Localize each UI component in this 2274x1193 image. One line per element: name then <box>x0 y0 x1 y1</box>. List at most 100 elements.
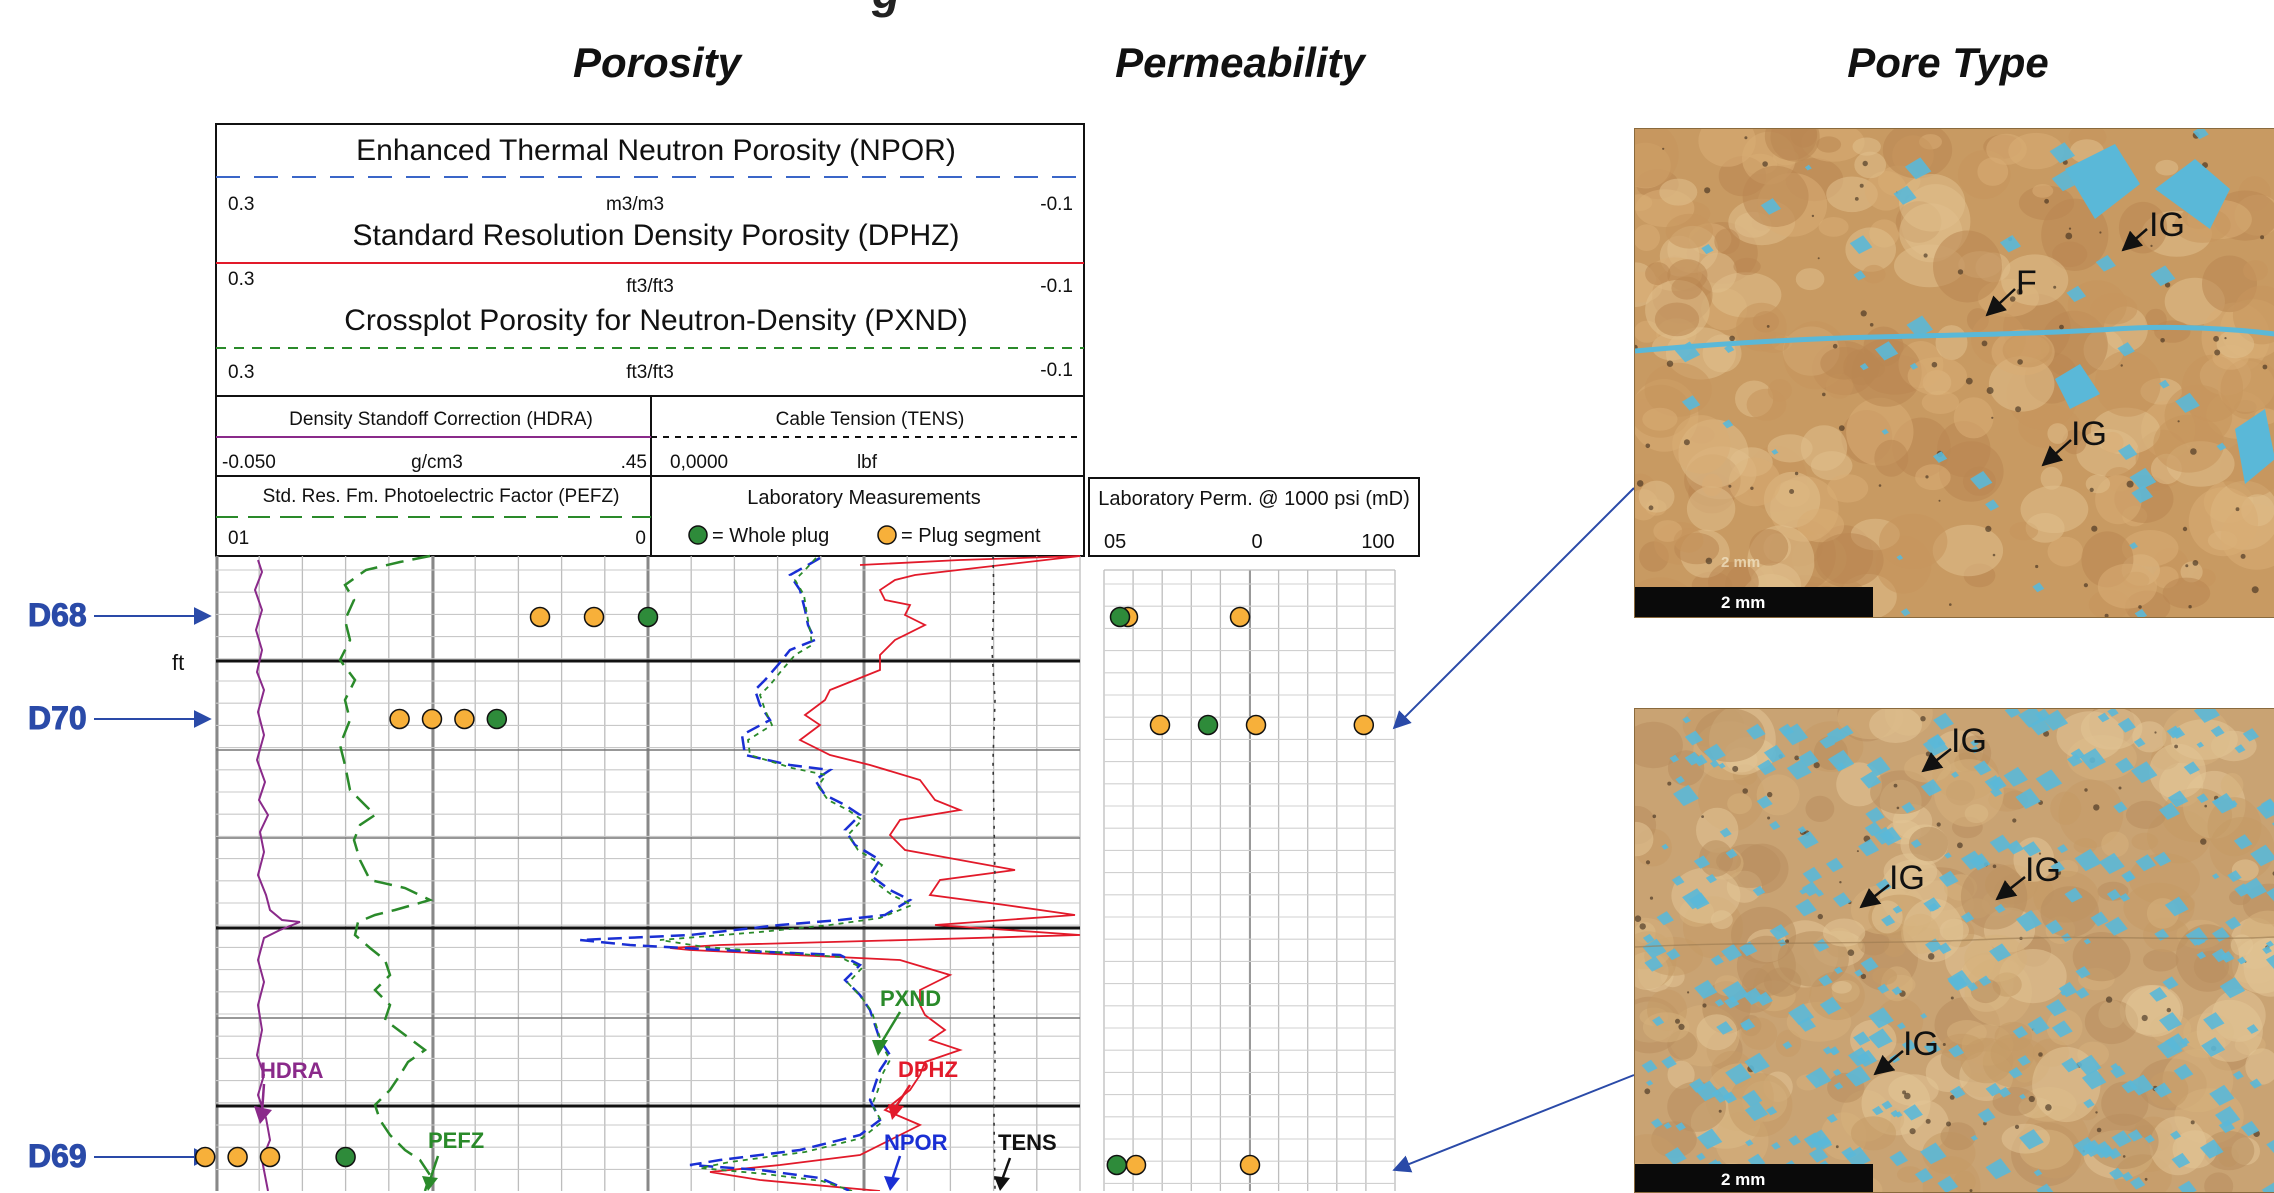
grain <box>2021 486 2089 533</box>
grain-speck <box>2213 336 2219 342</box>
grain-speck <box>1789 489 1794 494</box>
grain-speck <box>2260 235 2264 239</box>
grain-speck <box>1767 792 1772 797</box>
grain-speck <box>1646 444 1651 449</box>
grain-speck <box>1706 558 1713 565</box>
grain-speck <box>1794 756 1799 761</box>
label-pxnd: PXND <box>880 986 941 1011</box>
grain-speck <box>1932 362 1938 368</box>
grain <box>2126 801 2166 829</box>
grain-speck <box>2015 1125 2019 1129</box>
grain-speck <box>2095 1111 2097 1113</box>
curve-annotations: PXND DPHZ NPOR TENS HDRA PEFZ <box>254 986 1057 1191</box>
grain <box>1862 265 1885 284</box>
grain-speck <box>1904 1093 1911 1100</box>
grain-speck <box>1640 923 1646 929</box>
legend-plug-segment: = Plug segment <box>901 525 1041 547</box>
grain-speck <box>2263 365 2268 370</box>
grain-speck <box>1861 310 1867 316</box>
grain-speck <box>1910 1128 1916 1134</box>
grain-speck <box>2097 1128 2102 1133</box>
grain <box>1820 347 1869 380</box>
perm-grid <box>1104 570 1395 1191</box>
grain-speck <box>2084 583 2088 587</box>
grain-speck <box>1653 815 1657 819</box>
pxnd-title: Crossplot Porosity for Neutron-Density (… <box>344 304 968 337</box>
grain-speck <box>1728 485 1731 488</box>
grain-speck <box>1649 505 1654 510</box>
grain <box>1727 793 1752 814</box>
npor-left: 0.3 <box>228 194 254 215</box>
grain-speck <box>2167 1008 2171 1012</box>
grain <box>1814 533 1884 588</box>
grain-speck <box>2084 788 2087 791</box>
grain-speck <box>2106 996 2112 1002</box>
heading-porosity: Porosity <box>573 39 744 86</box>
grain-speck <box>1943 1043 1946 1046</box>
pxnd-curve <box>660 558 912 1191</box>
perm-tick-1: 0 <box>1251 531 1262 553</box>
micro-top-label-0: IG <box>2149 206 2185 244</box>
grain <box>2171 719 2238 760</box>
lab-point-plug-segment <box>390 710 409 729</box>
sample-d68: D68 <box>28 597 87 633</box>
grain-speck <box>2119 787 2122 790</box>
micro-top-scale: 2 mm <box>1721 593 1765 612</box>
grain <box>1674 528 1704 552</box>
legend-plug-segment-marker <box>878 526 896 544</box>
perm-tick-2: 100 <box>1361 531 1394 553</box>
grain <box>1832 981 1852 994</box>
pefz-title: Std. Res. Fm. Photoelectric Factor (PEFZ… <box>263 486 620 507</box>
label-hdra: HDRA <box>260 1058 324 1083</box>
grain <box>1702 474 1723 496</box>
label-tens: TENS <box>998 1130 1057 1155</box>
grain <box>1854 152 1886 179</box>
micrograph-top: IG F IG 2 mm 2 mm <box>1634 128 2274 618</box>
grain-speck <box>1662 148 1664 150</box>
grain <box>1940 919 1969 942</box>
grain <box>2101 832 2129 858</box>
grain-speck <box>1667 782 1671 786</box>
grain-speck <box>2154 731 2156 733</box>
perm-point-whole-plug <box>1111 608 1130 627</box>
grain <box>2154 320 2190 342</box>
grain-speck <box>2017 359 2023 365</box>
grain-speck <box>1897 807 1900 810</box>
grain-speck <box>2160 338 2165 343</box>
grain <box>2047 423 2068 444</box>
micrograph-connectors <box>1394 488 1634 1170</box>
grain <box>2095 351 2161 417</box>
grain-speck <box>2038 1052 2043 1057</box>
grain <box>1768 434 1813 462</box>
perm-header: Laboratory Perm. @ 1000 psi (mD) 05 0 10… <box>1089 478 1419 556</box>
grain <box>2143 949 2179 971</box>
grain <box>1743 166 1809 227</box>
micro-bottom-scale: 2 mm <box>1721 1170 1765 1189</box>
grain <box>2003 333 2053 368</box>
grain <box>1639 481 1675 513</box>
sample-markers: D68 D70 D69 <box>28 597 210 1174</box>
legend-whole-plug-marker <box>689 526 707 544</box>
grain-speck <box>1993 865 1997 869</box>
micrograph-bottom-image: IG IG IG IG 2 mm <box>1635 709 2274 1192</box>
grain <box>2032 184 2053 198</box>
lab-point-plug-segment <box>261 1148 280 1167</box>
grain-speck <box>1750 487 1753 490</box>
grain-speck <box>1704 187 1710 193</box>
porosity-header: Enhanced Thermal Neutron Porosity (NPOR)… <box>216 124 1084 396</box>
grain-speck <box>1839 425 1845 431</box>
grain-speck <box>2138 605 2142 609</box>
grain <box>2132 833 2159 850</box>
grain <box>2153 415 2224 473</box>
grain-speck <box>1818 914 1823 919</box>
grain-speck <box>1667 361 1673 367</box>
lab-point-whole-plug <box>639 608 658 627</box>
grain-speck <box>1833 344 1838 349</box>
perm-point-whole-plug <box>1107 1156 1126 1175</box>
perm-point-plug-segment <box>1247 716 1266 735</box>
grain-speck <box>2214 350 2220 356</box>
grain-speck <box>2059 325 2064 330</box>
grain-speck <box>1742 788 1748 794</box>
grain <box>1671 277 1702 300</box>
hdra-title: Density Standoff Correction (HDRA) <box>289 409 593 430</box>
